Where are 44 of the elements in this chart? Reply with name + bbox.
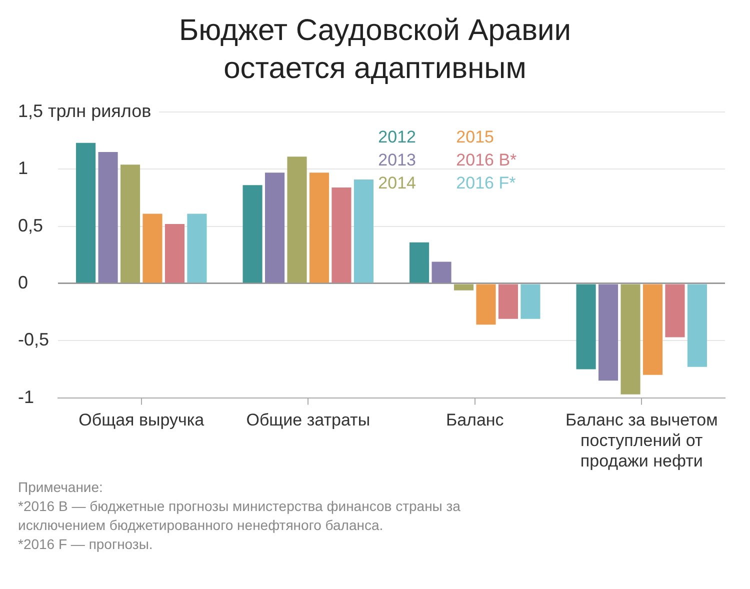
bar [432, 262, 452, 283]
text: *2016 F — прогнозы. [18, 535, 154, 554]
bar [354, 179, 374, 283]
bar [665, 284, 685, 338]
bar [576, 284, 596, 370]
x-tick-label: Баланс за вычетом поступлений от продажи нефти [565, 410, 718, 470]
y-tick-label: 0 [18, 272, 28, 292]
text: 2016 B* [456, 150, 518, 170]
text: 2015 [456, 127, 494, 146]
y-tick-label: 1 [18, 158, 28, 178]
y-tick-label: -1 [18, 386, 34, 407]
bar [120, 164, 140, 283]
x-tick-label: Общие затраты [246, 410, 370, 430]
bar [242, 185, 262, 283]
y-tick-label: 0,5 [18, 215, 44, 236]
bar [687, 284, 707, 367]
bar [598, 284, 618, 381]
text: 2014 [378, 173, 416, 192]
text: Примечание: [18, 478, 104, 497]
bar [287, 156, 307, 283]
text: 2012 [378, 127, 416, 146]
y-tick-label: 1,5 трлн риялов [18, 100, 152, 121]
bar [142, 214, 162, 283]
bar [187, 214, 207, 283]
bar [410, 242, 430, 283]
bar [620, 284, 640, 394]
bar [98, 152, 118, 283]
text: 2013 [378, 150, 416, 170]
bar [309, 172, 330, 283]
y-tick-label: -0,5 [18, 330, 50, 350]
x-tick-label: Общая выручка [78, 410, 205, 430]
bar [498, 284, 518, 319]
chart-title: Бюджет Саудовской Аравии остается адаптивным [178, 13, 572, 87]
bar [332, 187, 352, 283]
bar [454, 284, 474, 290]
x-tick-label: Баланс [446, 410, 504, 430]
text: 2016 F* [456, 173, 516, 192]
bar [164, 224, 185, 283]
bar [264, 172, 285, 283]
text: *2016 В — бюджетные прогнозы министерства финансов страны за исключением бюджетированного ненефтяного баланса. [18, 497, 462, 535]
bar [476, 284, 496, 325]
bar [76, 142, 96, 283]
bar [520, 284, 540, 319]
bar [642, 284, 663, 375]
